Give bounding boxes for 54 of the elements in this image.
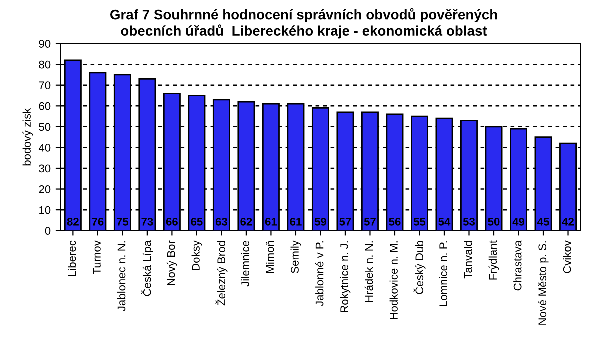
data-label: 76 bbox=[92, 218, 104, 226]
data-label: 56 bbox=[389, 218, 401, 226]
y-tick-label: 70 bbox=[39, 82, 51, 90]
x-tick-label: Turnov bbox=[93, 240, 101, 274]
data-label: 55 bbox=[414, 218, 426, 226]
x-tick-label: Rokytnice n. J. bbox=[340, 242, 351, 313]
data-label: 73 bbox=[142, 218, 154, 226]
x-tick-label: Česká Lípa bbox=[141, 240, 154, 296]
chart-title: Graf 7 Souhrnné hodnocení správních obvodů pověřených obecních úřadů Libereckého kraje - ekonomická oblast bbox=[110, 8, 498, 39]
x-tick-label: Český Dub bbox=[414, 241, 426, 294]
data-label: 49 bbox=[512, 218, 525, 226]
x-tick-label: Tanvald bbox=[464, 241, 472, 279]
y-tick-label: 30 bbox=[39, 164, 51, 173]
x-tick-label: Jilemnice bbox=[241, 241, 250, 287]
x-tick-label: Jablonec n. N. bbox=[118, 242, 126, 312]
y-tick-label: 40 bbox=[38, 144, 51, 152]
x-tick-label: Železný Brod bbox=[216, 241, 228, 306]
data-label: 62 bbox=[240, 218, 252, 226]
data-label: 82 bbox=[67, 218, 79, 226]
x-tick-label: Doksy bbox=[192, 240, 202, 271]
data-label: 50 bbox=[488, 218, 500, 226]
data-label: 53 bbox=[463, 218, 476, 226]
y-tick-label: 10 bbox=[40, 206, 51, 214]
x-tick-label: Nový Bor bbox=[166, 240, 178, 286]
data-label: 59 bbox=[314, 218, 326, 226]
y-tick-label: 80 bbox=[39, 60, 51, 69]
x-tick-label: Liberec bbox=[68, 240, 76, 276]
x-tick-label: Cvikov bbox=[563, 240, 572, 274]
data-label: 61 bbox=[265, 218, 278, 226]
data-label: 45 bbox=[538, 218, 550, 226]
y-tick-label: 20 bbox=[39, 186, 51, 194]
x-tick-label: Semily bbox=[290, 240, 302, 274]
data-label: 42 bbox=[562, 218, 574, 226]
x-tick-label: Hodkovice n. M. bbox=[390, 242, 398, 320]
data-label: 57 bbox=[364, 218, 376, 226]
x-tick-label: Chrastava bbox=[514, 240, 522, 291]
x-tick-label: Nové Město p. S. bbox=[538, 242, 549, 325]
data-label: 54 bbox=[438, 218, 451, 226]
x-tick-label: Frýdlant bbox=[488, 240, 500, 280]
data-label: 65 bbox=[191, 218, 203, 226]
y-axis-title: bodový zisk bbox=[22, 108, 34, 166]
data-label: 57 bbox=[340, 218, 352, 226]
x-tick-label: Lomnice n. P. bbox=[439, 242, 448, 306]
data-label: 66 bbox=[166, 218, 178, 226]
y-tick-label: 50 bbox=[39, 123, 51, 132]
data-label: 61 bbox=[290, 218, 302, 226]
y-tick-label: 0 bbox=[45, 227, 51, 235]
x-tick-label: Hrádek n. N. bbox=[364, 242, 374, 302]
x-tick-label: Jablonné v P. bbox=[315, 242, 324, 306]
y-tick-label: 90 bbox=[39, 40, 51, 48]
x-tick-label: Mimoň bbox=[266, 241, 274, 273]
data-label: 63 bbox=[216, 218, 228, 226]
y-tick-label: 60 bbox=[39, 102, 51, 110]
data-label: 75 bbox=[116, 218, 129, 226]
